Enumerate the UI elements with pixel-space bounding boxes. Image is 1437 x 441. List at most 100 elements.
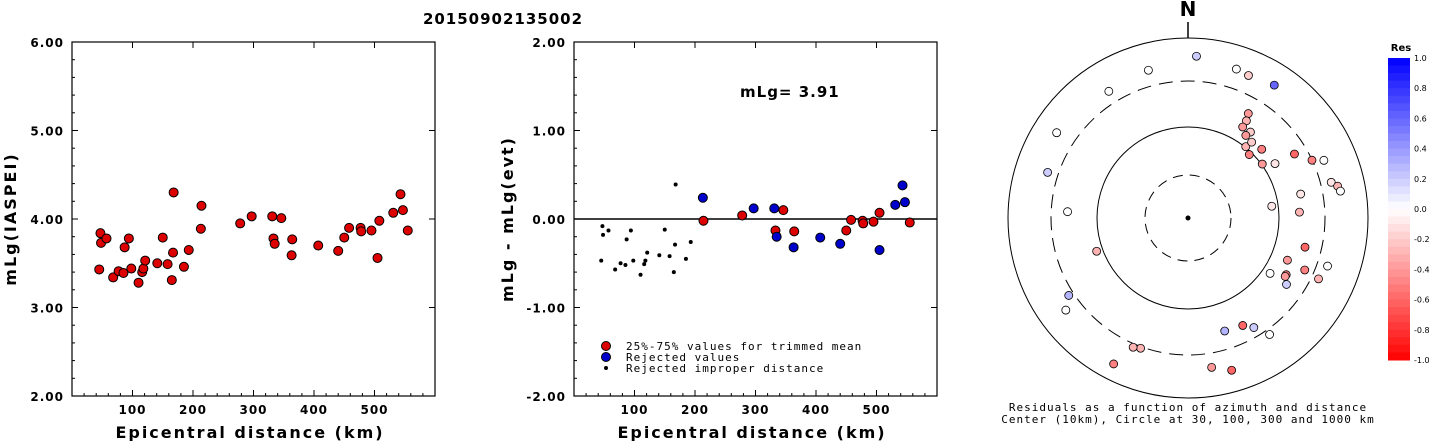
polar-point	[1231, 64, 1241, 74]
polar-point	[1300, 242, 1310, 252]
polar-point	[1336, 186, 1345, 196]
data-point	[599, 258, 604, 263]
data-point	[874, 244, 885, 255]
polar-point	[1092, 246, 1102, 256]
polar-point	[1104, 86, 1114, 96]
data-point	[815, 232, 826, 243]
data-point	[662, 227, 667, 232]
left-plot: 100 200 300 400 500 2.00 3.00 4.00 5.00 6.00 Epic…	[1, 36, 436, 441]
colorbar-cell	[1388, 148, 1410, 157]
ring-1000km	[1007, 37, 1369, 399]
polar-point	[1241, 131, 1251, 140]
polar-point	[1241, 142, 1251, 152]
data-point	[333, 245, 344, 256]
data-point	[162, 259, 173, 270]
data-point	[613, 267, 618, 272]
data-point	[166, 275, 177, 286]
data-point	[667, 254, 672, 259]
polar-point	[1269, 80, 1279, 90]
colorbar-label: -0.6	[1414, 296, 1430, 305]
data-point	[178, 261, 189, 272]
colorbar-cell	[1388, 307, 1410, 316]
data-point	[356, 226, 367, 237]
x-tick-label: 100	[620, 403, 648, 417]
y-tick-label: 5.00	[30, 125, 64, 139]
middle-xlabel: Epicentral distance (km)	[617, 423, 886, 441]
data-point	[671, 270, 676, 275]
mlg-annotation: mLg= 3.91	[740, 83, 840, 101]
polar-point	[1290, 149, 1299, 159]
colorbar-cell	[1388, 73, 1410, 82]
polar-plot: N Residuals as a function of azimuth and…	[1001, 0, 1374, 426]
data-point	[899, 197, 910, 208]
data-point	[267, 211, 278, 222]
data-point	[778, 205, 789, 216]
data-point	[683, 256, 688, 261]
data-point	[168, 187, 179, 198]
polar-point	[1249, 323, 1259, 332]
colorbar-cell	[1388, 186, 1410, 195]
polar-point	[1280, 272, 1290, 281]
polar-point	[1243, 109, 1253, 118]
polar-point	[1192, 51, 1201, 61]
data-point	[698, 215, 709, 226]
data-point	[846, 214, 857, 225]
colorbar-cell	[1388, 314, 1410, 323]
data-point	[737, 210, 748, 221]
data-point	[168, 247, 179, 258]
data-point	[374, 215, 385, 226]
data-point	[94, 264, 105, 275]
colorbar-cell	[1388, 299, 1410, 308]
polar-point	[1244, 150, 1254, 159]
colorbar-label: 0.4	[1414, 145, 1427, 154]
polar-center	[1185, 215, 1191, 221]
data-point	[157, 232, 168, 243]
y-tick-label: -1.00	[526, 302, 566, 316]
colorbar-cell	[1388, 276, 1410, 285]
data-point	[287, 234, 298, 245]
colorbar-title: Res	[1391, 43, 1411, 54]
polar-point	[1257, 144, 1267, 154]
data-point	[688, 240, 693, 245]
ring-300km	[1050, 80, 1326, 356]
residual-colorbar: Res 1.0 0.8 0.6 0.4 0.2 0.0 -0.2 -0.4 -0.6 -0.8 -1…	[1388, 43, 1430, 365]
data-point	[748, 203, 759, 214]
colorbar-cell	[1388, 88, 1410, 97]
data-point	[126, 263, 137, 274]
colorbar-cell	[1388, 163, 1410, 172]
colorbar-cell	[1388, 239, 1410, 248]
colorbar-cell	[1388, 352, 1410, 361]
legend-marker-improper	[604, 366, 608, 370]
data-point	[623, 263, 628, 268]
colorbar-cell	[1388, 209, 1410, 218]
colorbar-cell	[1388, 171, 1410, 180]
data-point	[874, 207, 885, 218]
polar-point	[1282, 280, 1291, 289]
data-point	[643, 258, 648, 263]
colorbar-cell	[1388, 125, 1410, 134]
legend-label-improper: Rejected improper distance	[626, 362, 824, 375]
ring-30km	[1144, 174, 1232, 262]
data-point	[286, 250, 297, 261]
data-point	[601, 232, 606, 237]
y-tick-label: 6.00	[30, 36, 64, 50]
data-point	[618, 261, 623, 266]
data-point	[372, 252, 383, 263]
polar-point	[1128, 342, 1138, 352]
colorbar-cell	[1388, 133, 1410, 142]
polar-point	[1220, 326, 1230, 336]
polar-point	[1061, 305, 1071, 315]
y-tick-label: 2.00	[30, 390, 64, 404]
colorbar-cell	[1388, 322, 1410, 331]
polar-point	[1136, 343, 1145, 353]
data-point	[904, 217, 915, 228]
legend-marker-trimmed	[601, 341, 611, 351]
left-axes: 100 200 300 400 500 2.00 3.00 4.00 5.00 6.00	[30, 36, 435, 417]
colorbar-label: 0.0	[1414, 205, 1427, 214]
polar-point	[1323, 261, 1332, 271]
x-tick-label: 400	[300, 403, 328, 417]
colorbar-cell	[1388, 337, 1410, 346]
middle-legend: 25%-75% values for trimmed mean Rejected…	[601, 340, 861, 375]
colorbar-cell	[1388, 254, 1410, 263]
colorbar-cells	[1388, 58, 1410, 361]
